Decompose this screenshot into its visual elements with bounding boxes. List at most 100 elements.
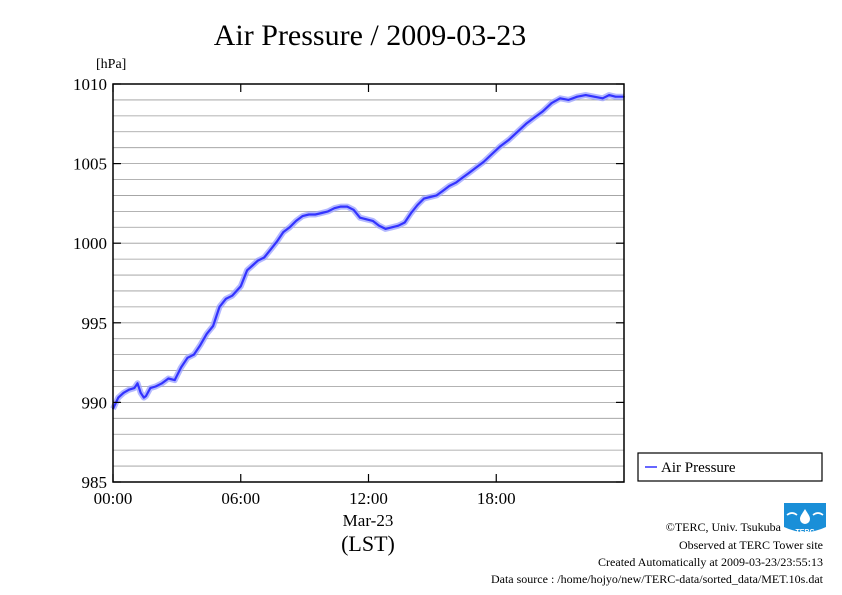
series-layer [110, 92, 625, 411]
data-point [508, 138, 510, 141]
data-point [167, 377, 170, 380]
data-point [251, 264, 254, 267]
data-point [601, 97, 604, 100]
terc-logo: TERC [784, 503, 826, 536]
data-point [346, 205, 349, 208]
y-tick-label: 985 [82, 473, 108, 492]
data-point [576, 95, 579, 98]
data-point [231, 294, 234, 297]
data-point [525, 122, 527, 125]
data-point [139, 391, 142, 394]
data-point [499, 145, 502, 147]
y-axis-unit: [hPa] [96, 57, 126, 72]
site-text: Observed at TERC Tower site [678, 538, 823, 552]
data-point [269, 248, 272, 251]
data-point [239, 285, 242, 288]
y-tick-label: 990 [82, 393, 108, 412]
data-point [474, 167, 476, 170]
data-point [542, 110, 544, 112]
data-point [186, 356, 189, 359]
y-tick-label: 1005 [73, 155, 107, 174]
data-point [212, 325, 214, 327]
chart-title: Air Pressure / 2009-03-23 [214, 19, 526, 52]
data-point [246, 269, 249, 272]
data-point [482, 161, 485, 163]
data-point [276, 240, 278, 243]
data-point [371, 220, 374, 222]
data-source-path: Data source : /home/hojyo/new/TERC-data/… [490, 572, 823, 586]
y-tick-label: 1010 [73, 75, 107, 94]
data-point [533, 116, 536, 119]
data-point [133, 387, 136, 389]
data-point [117, 396, 120, 399]
data-point [295, 220, 298, 222]
data-point [288, 226, 291, 229]
data-point [435, 194, 438, 197]
data-point [352, 208, 355, 211]
data-point [422, 197, 425, 200]
data-point [145, 395, 147, 397]
copyright-text: ©TERC, Univ. Tsukuba [665, 520, 781, 534]
data-point [567, 99, 570, 101]
data-point [593, 95, 596, 98]
plot-frame [112, 83, 625, 483]
grid-lines [113, 99, 624, 467]
x-axis-ticks: 00:00 06:00 12:00 18:00 [94, 84, 516, 508]
data-point [550, 102, 553, 105]
data-point [142, 396, 145, 399]
data-point [454, 181, 457, 184]
data-point [365, 218, 368, 221]
data-point [256, 259, 259, 262]
data-point [491, 153, 493, 155]
data-point [584, 94, 587, 97]
data-point [173, 379, 176, 382]
data-point [442, 189, 444, 192]
data-point [218, 305, 221, 308]
created-timestamp: Created Automatically at 2009-03-23/23:5… [598, 555, 823, 569]
data-point [378, 224, 381, 227]
data-point [314, 213, 317, 216]
data-point [199, 344, 202, 346]
data-point [193, 353, 195, 356]
data-point [154, 385, 157, 388]
data-point [391, 226, 393, 229]
y-axis-ticks: 985 990 995 1000 1005 1010 [73, 75, 624, 492]
y-tick-label: 1000 [73, 234, 107, 253]
data-point [333, 207, 336, 210]
x-tick-label: 06:00 [221, 489, 260, 508]
legend: Air Pressure [637, 452, 823, 482]
data-point [559, 97, 562, 100]
data-point [429, 196, 432, 198]
data-point [282, 231, 285, 233]
data-point [161, 382, 163, 385]
data-point [263, 256, 266, 259]
data-point [467, 172, 470, 175]
x-tick-label: 18:00 [477, 489, 516, 508]
data-point [608, 94, 610, 97]
data-point [461, 177, 464, 179]
data-point [327, 210, 329, 213]
x-axis-title: (LST) [341, 531, 395, 556]
wave-icon [786, 512, 824, 516]
data-point [224, 298, 227, 300]
data-point [516, 130, 519, 133]
terc-logo-text: TERC [795, 529, 814, 536]
data-point [416, 204, 419, 206]
data-point [397, 224, 400, 227]
data-point [320, 212, 323, 214]
data-point [136, 382, 139, 385]
data-point [410, 212, 412, 214]
x-tick-label: 12:00 [349, 489, 388, 508]
data-point [149, 387, 152, 389]
data-point [205, 333, 208, 335]
y-tick-label: 995 [82, 314, 108, 333]
data-point [448, 184, 451, 187]
data-point [384, 227, 387, 230]
legend-box [637, 452, 823, 482]
water-drop-icon [800, 509, 810, 524]
data-point [339, 205, 342, 208]
data-point [301, 215, 304, 218]
data-point [359, 216, 361, 219]
data-point [614, 95, 617, 98]
